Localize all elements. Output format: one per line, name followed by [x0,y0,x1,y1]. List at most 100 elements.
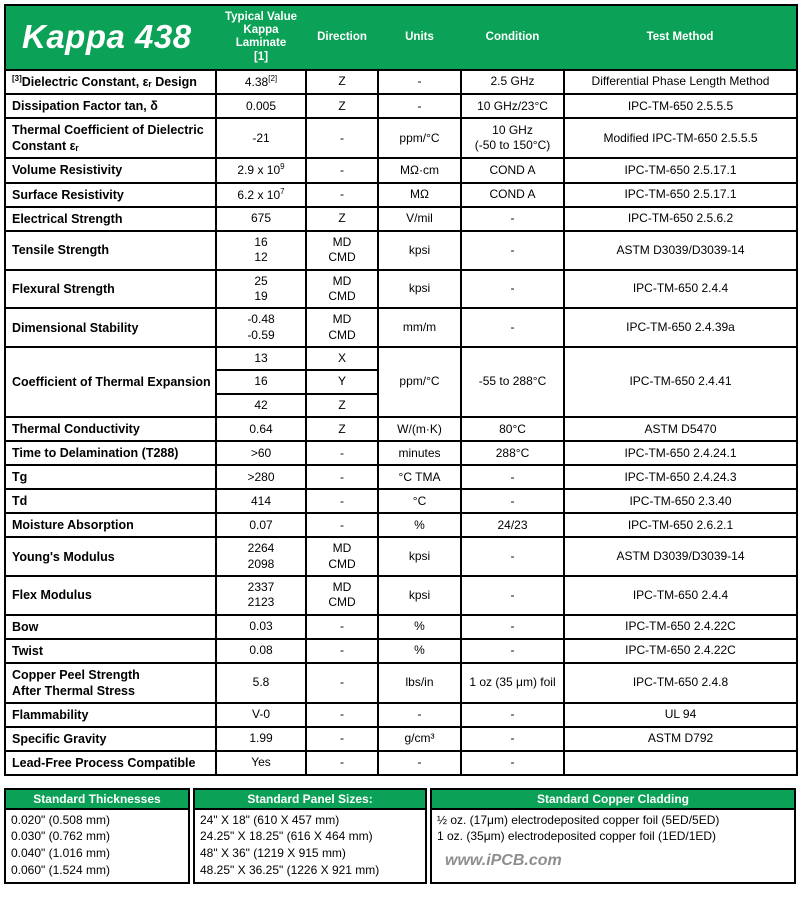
direction-cell: MD CMD [305,536,379,577]
units-cell: MΩ·cm [377,157,462,184]
row-copper-peel-strength: Copper Peel Strength After Thermal Stres… [4,661,798,704]
test-method-cell: ASTM D3039/D3039-14 [563,229,798,271]
param-label: Dielectric Constant, εᵣ Design [21,75,197,90]
condition-cell: - [460,637,565,664]
condition-cell: -55 to 288°C [460,346,565,419]
value-cell: 6.2 x 107 [215,181,307,208]
units-cell: kpsi [377,536,462,577]
condition-cell: 288°C [460,440,565,467]
units-cell: - [377,93,462,120]
row-surface-resistivity: Surface Resistivity 6.2 x 107 - MΩ COND … [4,181,798,208]
condition-cell: - [460,268,565,310]
test-method-cell: IPC-TM-650 2.5.17.1 [563,157,798,184]
value-cell: 16 12 [215,229,307,271]
direction-cell: - [305,464,379,491]
value-cell: 0.08 [215,637,307,664]
units-cell: - [377,68,462,96]
direction-cell: Y [305,369,379,395]
direction-cell: MD CMD [305,268,379,310]
test-method-cell: IPC-TM-650 2.5.17.1 [563,181,798,208]
test-method-cell: IPC-TM-650 2.6.2.1 [563,512,798,539]
row-dimensional-stability: Dimensional Stability -0.48 -0.59 MD CMD… [4,307,798,349]
units-cell: % [377,512,462,539]
units-cell: lbs/in [377,661,462,704]
col-header-typical-value: Typical Value Kappa Laminate [1] [216,5,306,70]
test-method-cell: IPC-TM-650 2.4.41 [563,346,798,419]
value-cell: 25 19 [215,268,307,310]
param-cell: Flammability [4,701,217,728]
list-item: 0.030" (0.762 mm) [11,829,110,844]
test-method-cell: ASTM D3039/D3039-14 [563,536,798,577]
direction-cell: X [305,346,379,372]
list-item: 0.020" (0.508 mm) [11,812,110,827]
footnote-marker: [2] [268,73,278,83]
list-item: ½ oz. (17μm) electrodeposited copper foi… [437,812,720,827]
page-title: Kappa 438 [22,18,192,56]
direction-cell: - [305,725,379,752]
row-cte-z: 42 Z [5,392,797,419]
value-cell: -21 [215,117,307,160]
value-cell: 0.64 [215,416,307,443]
test-method-cell: IPC-TM-650 2.5.6.2 [563,205,798,232]
direction-cell: - [305,157,379,184]
direction-cell: Z [305,392,379,419]
units-cell: ppm/°C [377,117,462,160]
param-cell: Lead-Free Process Compatible [4,749,217,776]
condition-cell: - [460,749,565,776]
value-cell: 16 [215,369,307,395]
units-cell: - [377,749,462,776]
units-cell: % [377,613,462,640]
row-tg: Tg >280 - °C TMA - IPC-TM-650 2.4.24.3 [4,464,798,491]
param-cell: [3]Dielectric Constant, εᵣ Design [4,68,217,96]
condition-cell: - [460,701,565,728]
direction-cell: Z [305,93,379,120]
direction-cell: - [305,488,379,515]
condition-cell: - [460,464,565,491]
row-dissipation-factor: Dissipation Factor tan, δ 0.005 Z - 10 G… [4,93,798,120]
row-electrical-strength: Electrical Strength 675 Z V/mil - IPC-TM… [4,205,798,232]
direction-cell: - [305,613,379,640]
test-method-cell: IPC-TM-650 2.4.24.1 [563,440,798,467]
test-method-cell: IPC-TM-650 2.5.5.5 [563,93,798,120]
value-cell: 4.38[2] [215,68,307,96]
param-cell: Thermal Conductivity [4,416,217,443]
units-cell: mm/m [377,307,462,349]
test-method-cell: IPC-TM-650 2.4.8 [563,661,798,704]
units-cell: ppm/°C [377,346,462,419]
units-cell: minutes [377,440,462,467]
param-cell: Copper Peel Strength After Thermal Stres… [4,661,217,704]
direction-cell: MD CMD [305,574,379,616]
test-method-cell: IPC-TM-650 2.4.22C [563,637,798,664]
row-cte-y: 16 Y [5,369,797,395]
condition-cell: - [460,613,565,640]
list-item: 0.040" (1.016 mm) [11,846,110,861]
units-cell: MΩ [377,181,462,208]
value-text: 6.2 x 10 [237,187,281,202]
test-method-cell: Differential Phase Length Method [563,68,798,96]
value-cell: 0.005 [215,93,307,120]
units-cell: kpsi [377,229,462,271]
test-method-cell: IPC-TM-650 2.4.24.3 [563,464,798,491]
units-cell: - [377,701,462,728]
standard-panel-sizes-header: Standard Panel Sizes: [195,789,425,810]
condition-cell: - [460,725,565,752]
param-cell: Electrical Strength [4,205,217,232]
direction-cell: - [305,701,379,728]
row-td: Td 414 - °C - IPC-TM-650 2.3.40 [4,488,798,515]
standard-panel-sizes-table: Standard Panel Sizes: 24" X 18" (610 X 4… [193,787,427,884]
test-method-cell: Modified IPC-TM-650 2.5.5.5 [563,117,798,160]
direction-cell: MD CMD [305,229,379,271]
direction-cell: - [305,749,379,776]
direction-cell: - [305,637,379,664]
value-cell: >280 [215,464,307,491]
row-time-to-delamination: Time to Delamination (T288) >60 - minute… [4,440,798,467]
param-cell: Coefficient of Thermal Expansion [4,346,217,419]
website-watermark: www.iPCB.com [445,852,562,870]
units-cell: V/mil [377,205,462,232]
exponent: 9 [280,162,285,172]
test-method-cell [563,749,798,776]
condition-cell: COND A [460,181,565,208]
param-cell: Bow [4,613,217,640]
row-cte-x: Coefficient of Thermal Expansion 13 X pp… [4,346,798,419]
row-lead-free: Lead-Free Process Compatible Yes - - - [4,749,798,776]
